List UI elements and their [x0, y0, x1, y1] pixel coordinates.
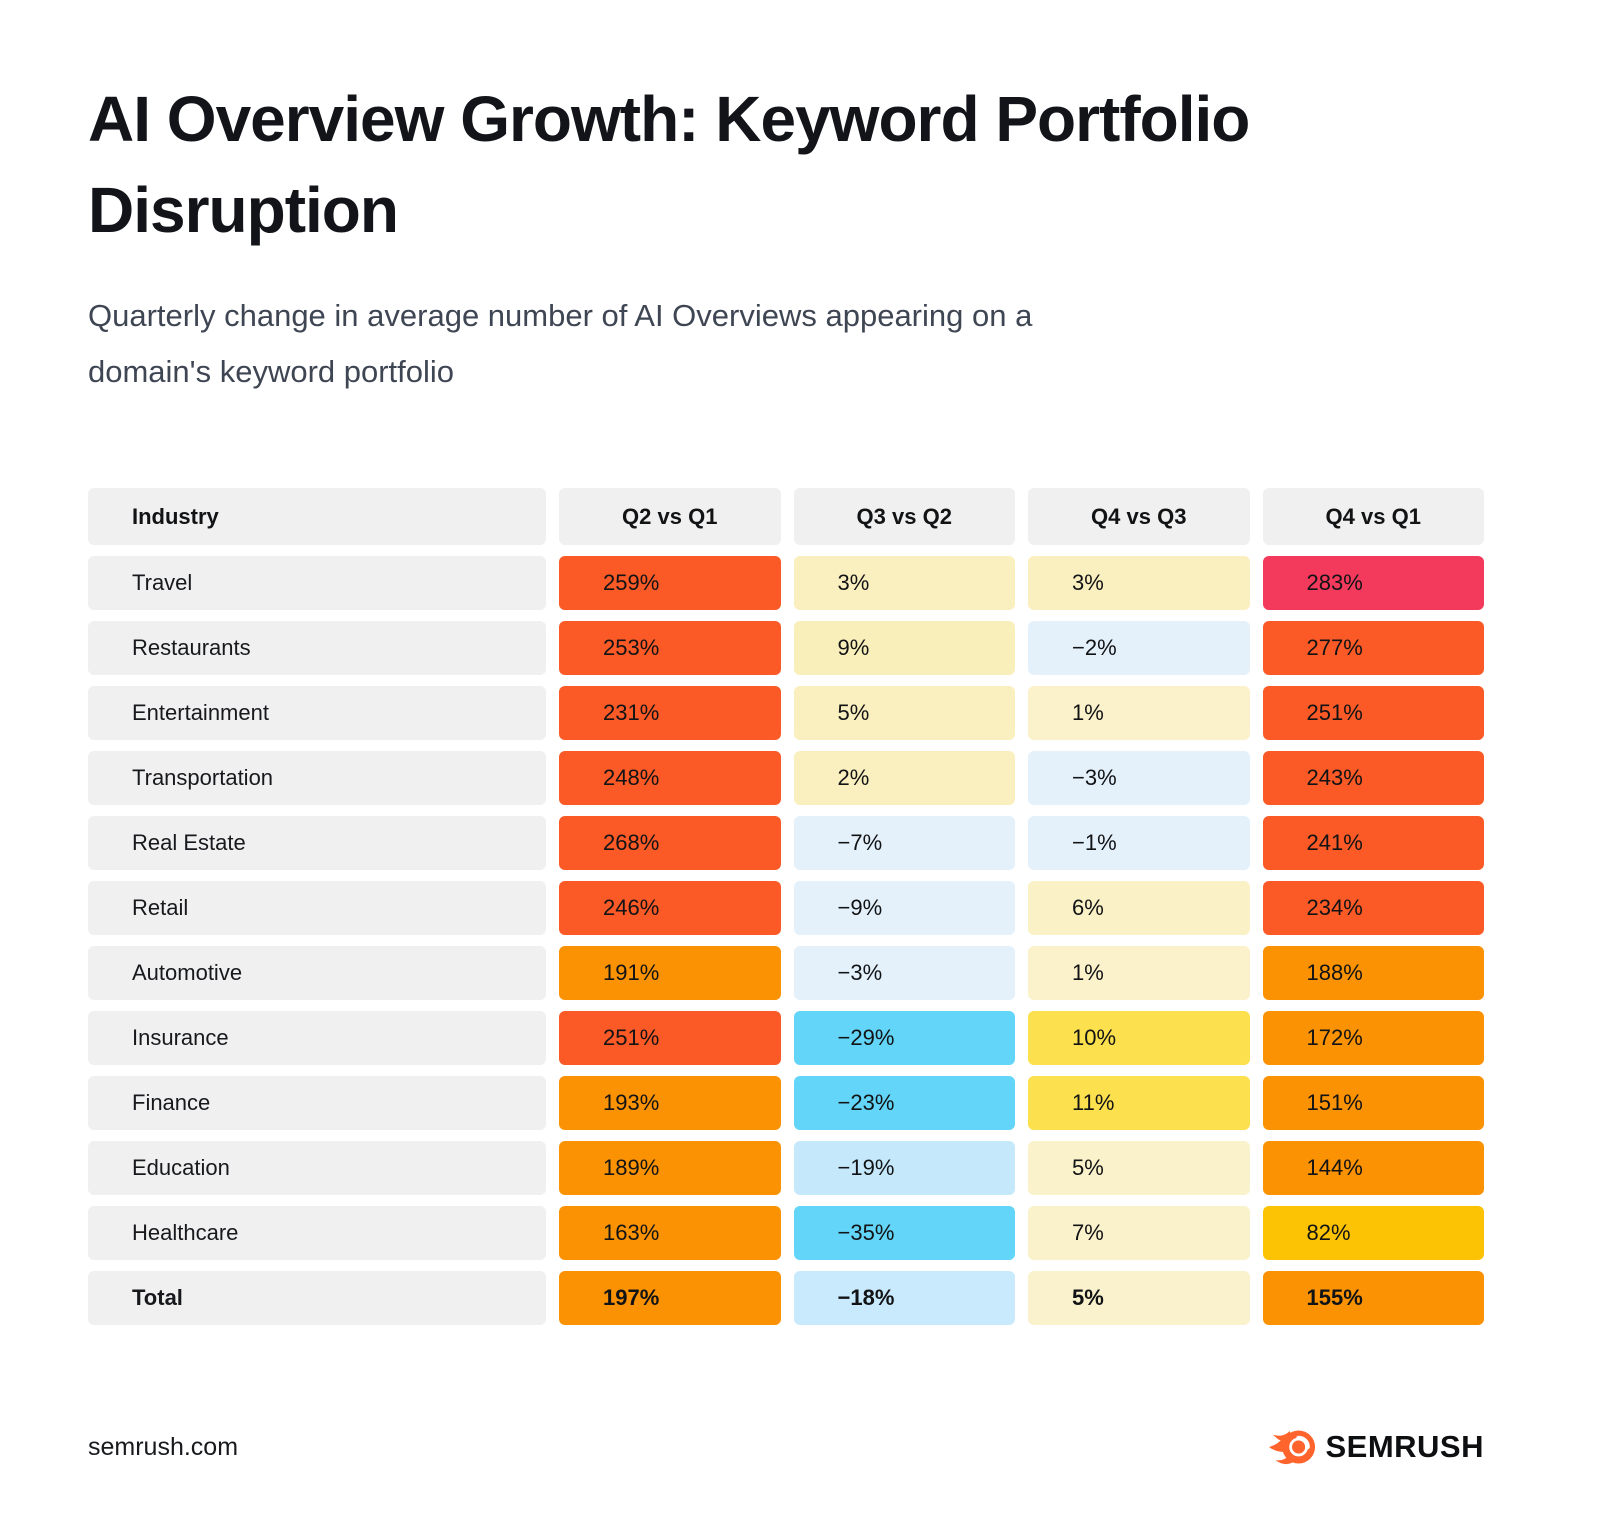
value-cell: −3% — [1028, 751, 1250, 805]
industry-label: Healthcare — [88, 1206, 546, 1260]
value-cell: 1% — [1028, 686, 1250, 740]
value-cell: 268% — [559, 816, 781, 870]
industry-label: Entertainment — [88, 686, 546, 740]
value-cell: −7% — [793, 816, 1015, 870]
column-header-industry: Industry — [88, 488, 546, 545]
value-cell: −35% — [793, 1206, 1015, 1260]
industry-label: Finance — [88, 1076, 546, 1130]
value-cell: 234% — [1262, 881, 1484, 935]
value-cell: −23% — [793, 1076, 1015, 1130]
page-subtitle: Quarterly change in average number of AI… — [88, 298, 1033, 390]
value-cell: 251% — [1262, 686, 1484, 740]
heatmap-table: Industry Q2 vs Q1 Q3 vs Q2 Q4 vs Q3 Q4 v… — [88, 488, 1484, 1325]
page-title: AI Overview Growth: Keyword Portfolio Di… — [88, 83, 1250, 246]
industry-label: Education — [88, 1141, 546, 1195]
semrush-wordmark: SEMRUSH — [1325, 1429, 1484, 1464]
value-cell: 189% — [559, 1141, 781, 1195]
value-cell: −1% — [1028, 816, 1250, 870]
value-cell: 197% — [559, 1271, 781, 1325]
industry-label: Automotive — [88, 946, 546, 1000]
value-cell: 277% — [1262, 621, 1484, 675]
value-cell: −9% — [793, 881, 1015, 935]
value-cell: −29% — [793, 1011, 1015, 1065]
value-cell: 231% — [559, 686, 781, 740]
value-cell: 5% — [1028, 1141, 1250, 1195]
value-cell: 10% — [1028, 1011, 1250, 1065]
value-cell: 251% — [559, 1011, 781, 1065]
site-url: semrush.com — [88, 1432, 239, 1461]
value-cell: −3% — [793, 946, 1015, 1000]
value-cell: 163% — [559, 1206, 781, 1260]
value-cell: 3% — [793, 556, 1015, 610]
value-cell: 11% — [1028, 1076, 1250, 1130]
value-cell: 246% — [559, 881, 781, 935]
column-header-q4-vs-q3: Q4 vs Q3 — [1028, 488, 1250, 545]
semrush-flame-icon — [1269, 1426, 1316, 1468]
value-cell: −19% — [793, 1141, 1015, 1195]
value-cell: 172% — [1262, 1011, 1484, 1065]
value-cell: 283% — [1262, 556, 1484, 610]
value-cell: −2% — [1028, 621, 1250, 675]
value-cell: −18% — [793, 1271, 1015, 1325]
value-cell: 248% — [559, 751, 781, 805]
industry-label: Total — [88, 1271, 546, 1325]
industry-label: Retail — [88, 881, 546, 935]
industry-label: Transportation — [88, 751, 546, 805]
semrush-logo: SEMRUSH — [1269, 1426, 1484, 1468]
value-cell: 6% — [1028, 881, 1250, 935]
value-cell: 144% — [1262, 1141, 1484, 1195]
value-cell: 191% — [559, 946, 781, 1000]
value-cell: 151% — [1262, 1076, 1484, 1130]
industry-label: Restaurants — [88, 621, 546, 675]
industry-label: Real Estate — [88, 816, 546, 870]
value-cell: 259% — [559, 556, 781, 610]
value-cell: 5% — [793, 686, 1015, 740]
value-cell: 5% — [1028, 1271, 1250, 1325]
value-cell: 7% — [1028, 1206, 1250, 1260]
column-header-q2-vs-q1: Q2 vs Q1 — [559, 488, 781, 545]
column-header-q3-vs-q2: Q3 vs Q2 — [793, 488, 1015, 545]
value-cell: 193% — [559, 1076, 781, 1130]
value-cell: 3% — [1028, 556, 1250, 610]
value-cell: 2% — [793, 751, 1015, 805]
value-cell: 243% — [1262, 751, 1484, 805]
industry-label: Insurance — [88, 1011, 546, 1065]
value-cell: 9% — [793, 621, 1015, 675]
value-cell: 82% — [1262, 1206, 1484, 1260]
value-cell: 188% — [1262, 946, 1484, 1000]
value-cell: 253% — [559, 621, 781, 675]
value-cell: 155% — [1262, 1271, 1484, 1325]
value-cell: 241% — [1262, 816, 1484, 870]
column-header-q4-vs-q1: Q4 vs Q1 — [1262, 488, 1484, 545]
value-cell: 1% — [1028, 946, 1250, 1000]
industry-label: Travel — [88, 556, 546, 610]
page-footer: semrush.com SEMRUSH — [88, 1426, 1484, 1468]
